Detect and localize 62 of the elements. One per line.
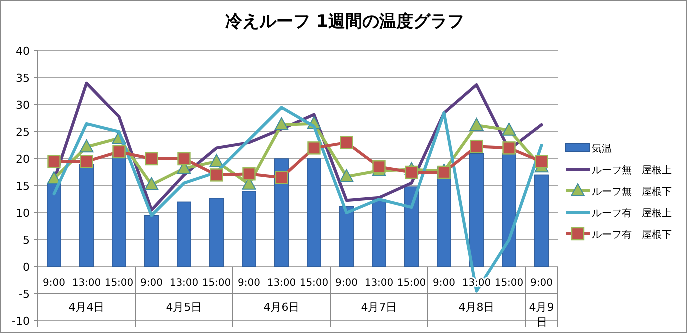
legend-label: ルーフ無 屋根上 (592, 164, 672, 176)
point (242, 168, 256, 181)
y-tick-label: -5 (19, 288, 30, 301)
y-tick-label: 10 (16, 207, 30, 220)
point (438, 166, 451, 180)
y-tick-label: 15 (16, 180, 30, 193)
x-tick-label: 9:00 (238, 278, 260, 289)
point (47, 171, 62, 184)
legend-label: ルーフ有 屋根上 (592, 208, 672, 220)
point (48, 155, 61, 168)
y-tick-label: 35 (16, 72, 30, 85)
point (340, 136, 354, 150)
annotation: 4月6日 (264, 301, 300, 314)
y-tick-label: -10 (12, 315, 30, 328)
y-tick-label: 40 (16, 45, 30, 58)
point (372, 160, 386, 174)
y-tick-label: 5 (23, 234, 30, 247)
point (405, 166, 418, 180)
x-tick-label: 15:00 (300, 278, 329, 289)
chart-title: 冷えルーフ 1週間の温度グラフ (226, 12, 464, 32)
point (112, 145, 126, 159)
point (340, 169, 354, 182)
y-tick-label: 0 (23, 261, 30, 274)
y-tick-label: 25 (16, 126, 30, 139)
annotation: 4月4日 (68, 301, 105, 314)
x-tick-label: 13:00 (72, 278, 102, 289)
point (274, 117, 289, 130)
x-tick-label: 15:00 (397, 278, 426, 289)
point (178, 152, 191, 166)
x-tick-label: 9:00 (530, 278, 553, 289)
point (210, 168, 224, 182)
point (470, 118, 484, 132)
x-tick-label: 15:00 (494, 278, 524, 289)
y-tick-label: 20 (16, 153, 30, 166)
x-tick-label: 13:00 (267, 278, 296, 289)
x-tick-label: 9:00 (433, 278, 456, 289)
point (308, 142, 321, 155)
annotation: 4月5日 (166, 301, 202, 314)
point (535, 155, 548, 168)
x-tick-label: 15:00 (104, 278, 134, 289)
annotation: 4月9日 (529, 301, 554, 329)
point (275, 171, 288, 184)
legend-label: ルーフ有 屋根下 (592, 229, 672, 241)
annotation: 4月7日 (361, 301, 398, 314)
point (502, 142, 516, 155)
point (145, 152, 158, 166)
x-tick-label: 15:00 (202, 278, 232, 289)
y-tick-label: 30 (16, 99, 30, 112)
point (470, 140, 484, 154)
point (502, 122, 516, 136)
legend-label: ルーフ無 屋根下 (592, 186, 672, 198)
x-tick-label: 9:00 (43, 278, 66, 289)
point (210, 154, 224, 168)
x-tick-label: 9:00 (140, 278, 163, 289)
point (144, 177, 159, 190)
legend-label: 気温 (592, 143, 612, 155)
point (80, 140, 94, 153)
x-tick-label: 13:00 (170, 278, 199, 289)
annotation: 4月8日 (458, 301, 495, 314)
x-tick-label: 9:00 (336, 278, 358, 289)
point (80, 155, 94, 168)
x-tick-label: 13:00 (364, 278, 394, 289)
